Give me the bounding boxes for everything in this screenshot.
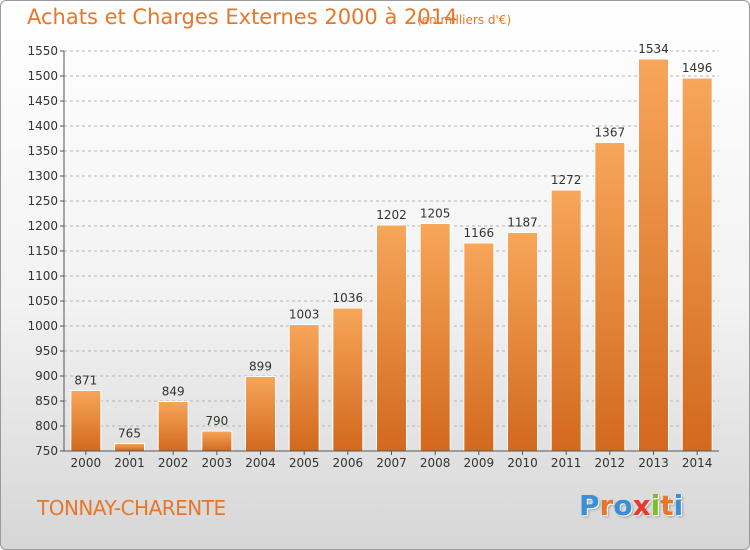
y-tick-label: 900 — [35, 369, 58, 383]
logo-letter: i — [650, 489, 661, 522]
y-tick-label: 1150 — [27, 244, 58, 258]
city-name: TONNAY-CHARENTE — [37, 496, 226, 520]
y-tick-label: 1300 — [27, 169, 58, 183]
bar — [594, 142, 626, 452]
y-tick-label: 1450 — [27, 94, 58, 108]
bar — [114, 443, 145, 452]
x-tick-label: 2000 — [71, 456, 102, 470]
bar — [157, 401, 189, 452]
logo-letter: r — [599, 489, 614, 522]
y-tick-label: 950 — [35, 344, 58, 358]
x-tick-label: 2012 — [595, 456, 626, 470]
y-tick-label: 850 — [35, 394, 58, 408]
y-tick-label: 1200 — [27, 219, 58, 233]
bar — [463, 242, 495, 452]
x-tick-label: 2001 — [114, 456, 145, 470]
x-tick-label: 2007 — [376, 456, 407, 470]
data-label: 899 — [249, 360, 272, 374]
data-label: 765 — [118, 427, 141, 441]
logo-letter: o — [613, 489, 633, 522]
y-tick-label: 750 — [35, 444, 58, 458]
data-label: 790 — [205, 414, 228, 428]
y-tick-label: 1000 — [27, 319, 58, 333]
y-tick-label: 1050 — [27, 294, 58, 308]
y-tick-label: 1550 — [27, 44, 58, 58]
data-label: 1272 — [551, 173, 582, 187]
logo-letter: t — [660, 489, 674, 522]
data-label: 1496 — [682, 61, 713, 75]
data-label: 1036 — [333, 291, 364, 305]
bar — [681, 77, 713, 452]
x-tick-label: 2002 — [158, 456, 189, 470]
bar — [288, 324, 320, 452]
data-label: 1003 — [289, 308, 320, 322]
x-tick-label: 2008 — [420, 456, 451, 470]
bars: 871 765 849 790 899 1003 1036 1202 1205 1166 1187 1… — [70, 42, 713, 452]
x-tick-label: 2006 — [333, 456, 364, 470]
data-label: 1202 — [376, 208, 407, 222]
x-tick-label: 2011 — [551, 456, 582, 470]
bar — [245, 376, 276, 452]
bar — [376, 224, 407, 452]
data-label: 1367 — [595, 126, 626, 140]
axes: 750 800 850 900 950 1000 1050 1100 1150 1200 1250 1… — [27, 44, 719, 470]
y-tick-label: 1250 — [27, 194, 58, 208]
x-tick-label: 2010 — [507, 456, 538, 470]
data-label: 1205 — [420, 207, 451, 221]
data-label: 1534 — [638, 42, 669, 56]
chart-subtitle: (en milliers d'€) — [417, 13, 512, 27]
bar — [201, 430, 233, 452]
bar — [638, 58, 669, 452]
logo-letter: x — [632, 489, 651, 522]
logo-letter: i — [673, 489, 684, 522]
bar — [550, 189, 582, 452]
data-label: 1187 — [507, 216, 538, 230]
bar — [507, 232, 538, 452]
chart-title: Achats et Charges Externes 2000 à 2014 — [27, 5, 458, 29]
data-label: 1166 — [464, 226, 495, 240]
y-tick-label: 1500 — [27, 69, 58, 83]
x-tick-label: 2003 — [202, 456, 233, 470]
x-tick-label: 2009 — [464, 456, 495, 470]
x-tick-label: 2013 — [638, 456, 669, 470]
logo-letter: P — [579, 489, 600, 522]
x-tick-label: 2005 — [289, 456, 320, 470]
x-tick-label: 2014 — [682, 456, 713, 470]
bar — [332, 307, 364, 452]
bar — [70, 390, 102, 452]
y-tick-label: 1350 — [27, 144, 58, 158]
data-label: 849 — [162, 385, 185, 399]
y-tick-label: 1400 — [27, 119, 58, 133]
y-tick-label: 1100 — [27, 269, 58, 283]
bar — [419, 223, 451, 452]
proxiti-logo: Proxiti — [579, 489, 683, 522]
x-tick-label: 2004 — [245, 456, 276, 470]
data-label: 871 — [74, 374, 97, 388]
y-tick-label: 800 — [35, 419, 58, 433]
